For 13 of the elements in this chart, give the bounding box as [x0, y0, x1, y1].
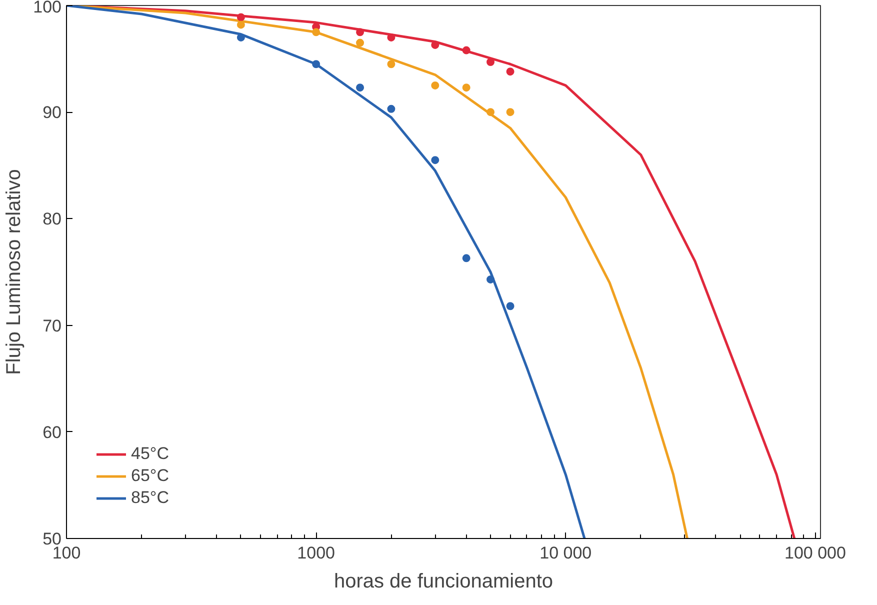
y-tick-label: 70 [42, 316, 62, 336]
legend-label: 65°C [131, 466, 169, 486]
x-axis-title: horas de funcionamiento [334, 570, 554, 592]
y-tick-label: 100 [33, 0, 62, 16]
x-tick-label: 1000 [297, 544, 335, 562]
x-tick-label: 10 000 [540, 544, 592, 562]
legend-label: 45°C [131, 444, 169, 464]
y-tick-label: 90 [42, 103, 62, 122]
y-axis-title: Flujo Luminoso relativo [3, 169, 26, 375]
y-tick-label: 80 [42, 210, 62, 229]
x-tick-label: 100 000 [784, 544, 846, 562]
y-tick-label: 60 [42, 422, 62, 442]
legend-label: 85°C [131, 488, 169, 508]
